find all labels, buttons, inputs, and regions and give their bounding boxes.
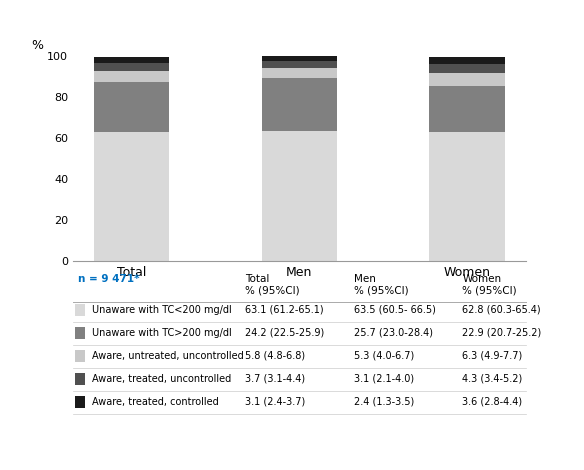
Bar — [429, 73, 505, 86]
Text: Aware, treated, controlled: Aware, treated, controlled — [92, 397, 219, 407]
Bar — [429, 56, 505, 64]
Bar — [75, 373, 85, 385]
Text: 3.7 (3.1-4.4): 3.7 (3.1-4.4) — [245, 374, 305, 384]
Y-axis label: %: % — [31, 39, 43, 52]
Text: n = 9 471*: n = 9 471* — [78, 274, 139, 284]
Bar — [262, 56, 337, 61]
Bar — [93, 132, 169, 261]
Bar — [75, 327, 85, 339]
Text: 3.1 (2.4-3.7): 3.1 (2.4-3.7) — [245, 397, 305, 407]
Bar — [262, 61, 337, 68]
Text: Unaware with TC<200 mg/dl: Unaware with TC<200 mg/dl — [92, 305, 232, 315]
Text: 3.1 (2.1-4.0): 3.1 (2.1-4.0) — [354, 374, 413, 384]
Text: Men
% (95%CI): Men % (95%CI) — [354, 274, 408, 296]
Text: 24.2 (22.5-25.9): 24.2 (22.5-25.9) — [245, 328, 324, 338]
Bar — [93, 63, 169, 70]
Bar — [429, 64, 505, 73]
Bar — [93, 56, 169, 63]
Bar — [262, 78, 337, 131]
Text: 25.7 (23.0-28.4): 25.7 (23.0-28.4) — [354, 328, 433, 338]
Text: Total
% (95%CI): Total % (95%CI) — [245, 274, 300, 296]
Text: 63.5 (60.5- 66.5): 63.5 (60.5- 66.5) — [354, 305, 436, 315]
Text: 6.3 (4.9-7.7): 6.3 (4.9-7.7) — [463, 351, 523, 361]
Bar — [75, 304, 85, 316]
Bar — [75, 396, 85, 408]
Text: 63.1 (61.2-65.1): 63.1 (61.2-65.1) — [245, 305, 324, 315]
Text: 4.3 (3.4-5.2): 4.3 (3.4-5.2) — [463, 374, 523, 384]
Text: Women
% (95%CI): Women % (95%CI) — [463, 274, 517, 296]
Text: 5.3 (4.0-6.7): 5.3 (4.0-6.7) — [354, 351, 414, 361]
Bar — [262, 68, 337, 78]
Bar — [429, 133, 505, 261]
Bar — [93, 82, 169, 132]
Text: 2.4 (1.3-3.5): 2.4 (1.3-3.5) — [354, 397, 414, 407]
Text: 3.6 (2.8-4.4): 3.6 (2.8-4.4) — [463, 397, 522, 407]
Text: 62.8 (60.3-65.4): 62.8 (60.3-65.4) — [463, 305, 541, 315]
Bar — [429, 86, 505, 133]
Text: Aware, untreated, uncontrolled: Aware, untreated, uncontrolled — [92, 351, 244, 361]
Text: 5.8 (4.8-6.8): 5.8 (4.8-6.8) — [245, 351, 305, 361]
Bar — [75, 350, 85, 362]
Bar — [93, 70, 169, 82]
Text: Unaware with TC>200 mg/dl: Unaware with TC>200 mg/dl — [92, 328, 232, 338]
Text: Aware, treated, uncontrolled: Aware, treated, uncontrolled — [92, 374, 231, 384]
Text: 22.9 (20.7-25.2): 22.9 (20.7-25.2) — [463, 328, 541, 338]
Bar — [262, 131, 337, 261]
